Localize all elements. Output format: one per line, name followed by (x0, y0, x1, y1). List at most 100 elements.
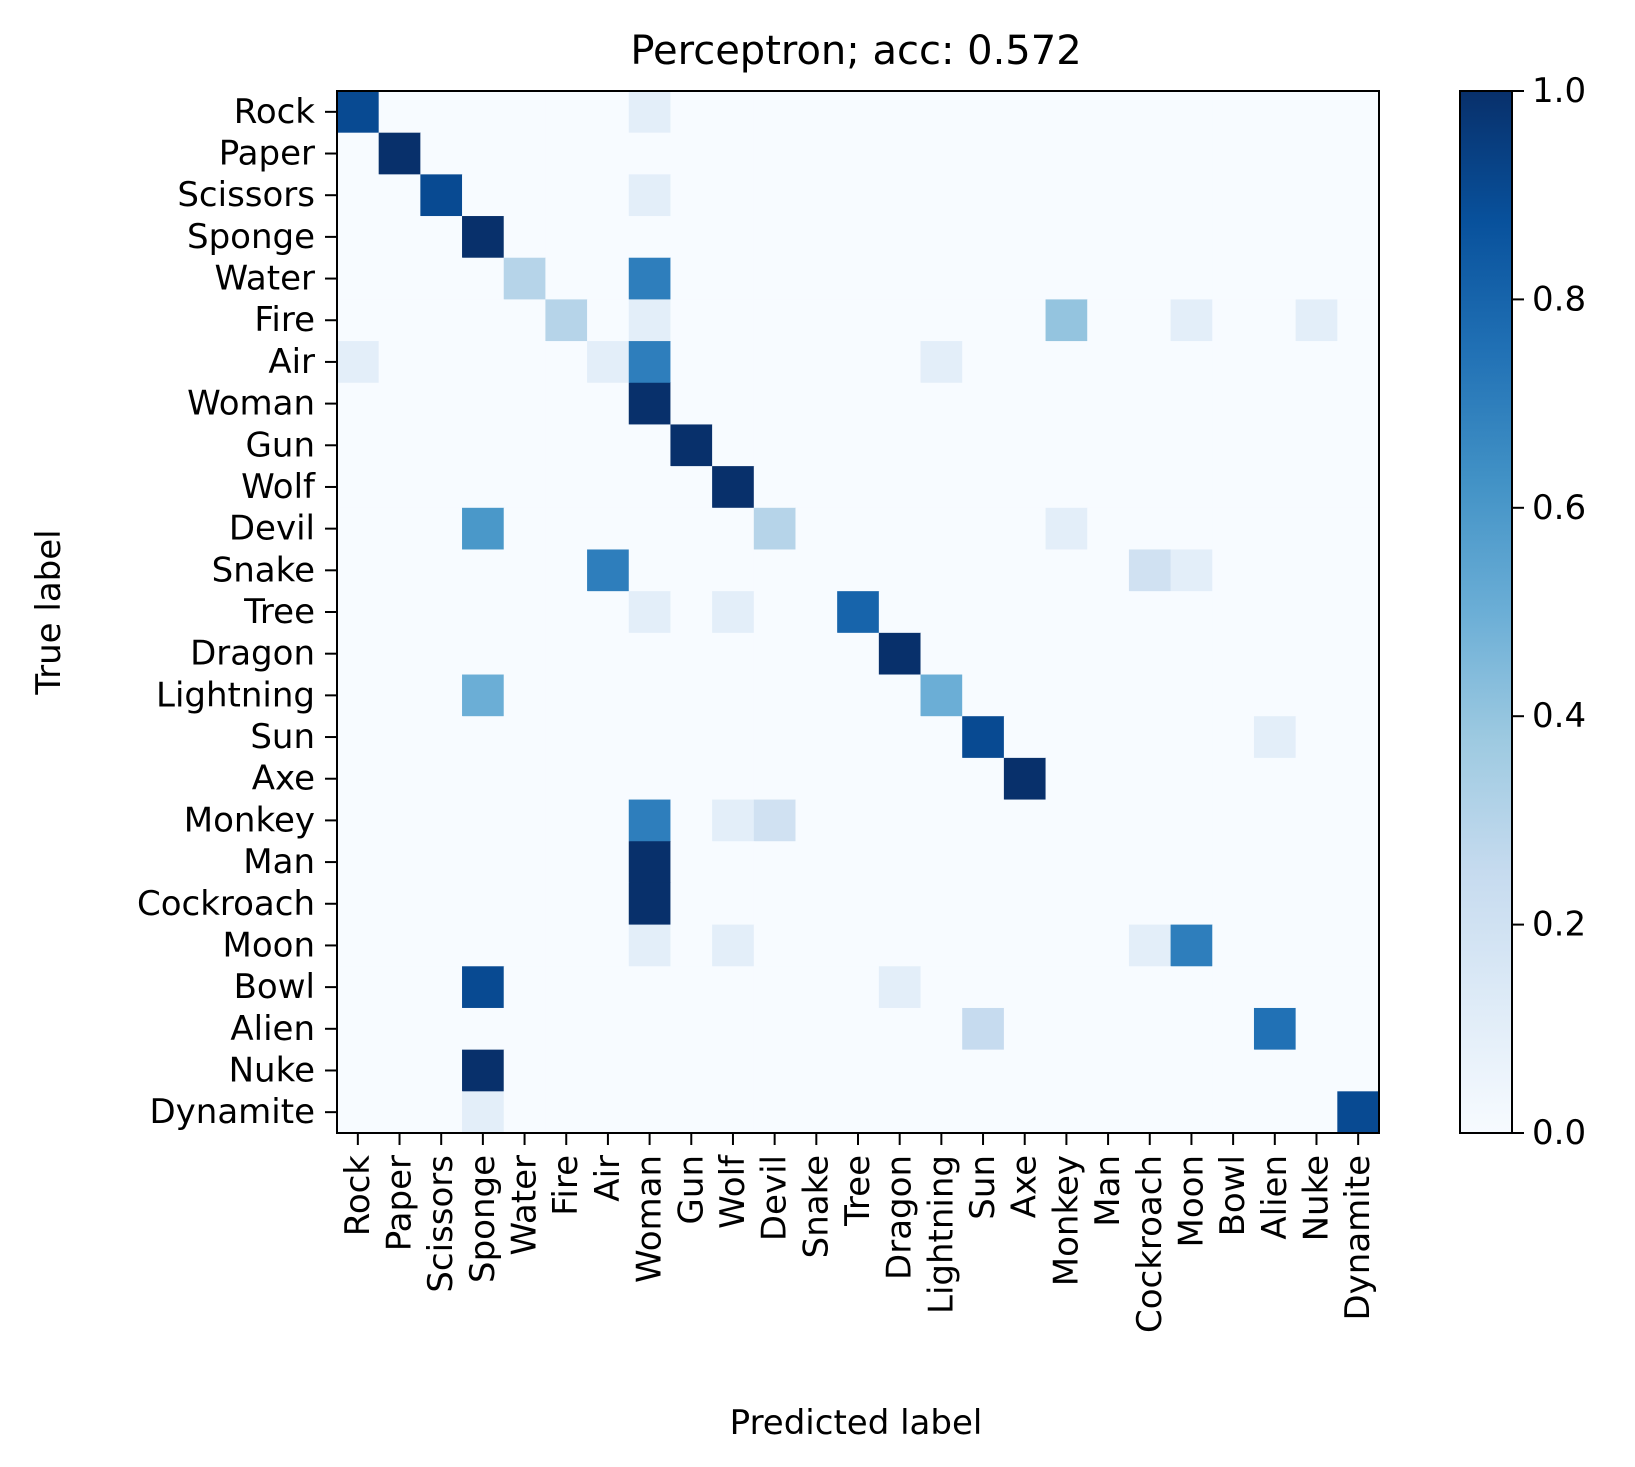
heatmap-cell (1003, 1007, 1047, 1051)
x-tick-label: Fire (546, 1155, 586, 1216)
heatmap-cell (1045, 132, 1088, 175)
heatmap-cell (420, 299, 463, 342)
heatmap-cell (753, 507, 797, 551)
heatmap-cell (545, 632, 588, 676)
x-tick-label: Dragon (880, 1155, 920, 1280)
heatmap-cell (337, 924, 380, 967)
heatmap-cell (795, 466, 838, 509)
heatmap-cell (1128, 632, 1172, 676)
heatmap-cell (378, 674, 421, 717)
heatmap-cell (962, 549, 1005, 592)
heatmap-cell (962, 174, 1005, 217)
heatmap-cell (1337, 549, 1380, 592)
heatmap-cell (1045, 549, 1088, 592)
heatmap-cell (337, 216, 380, 259)
heatmap-cell (753, 1049, 797, 1092)
heatmap-cell (1212, 1049, 1255, 1092)
heatmap-cell (920, 132, 963, 175)
heatmap-cell (1253, 924, 1297, 967)
heatmap-cell (1337, 1007, 1380, 1051)
heatmap-cell (753, 299, 797, 342)
heatmap-cell (1087, 632, 1130, 676)
y-tick-label: Dynamite (149, 1092, 315, 1132)
heatmap-cell (920, 882, 963, 926)
heatmap-cell (1087, 341, 1130, 384)
heatmap-cell (753, 549, 797, 592)
heatmap-cell (1003, 257, 1047, 300)
x-tick-label: Scissors (421, 1155, 461, 1293)
x-tick-label: Cockroach (1130, 1155, 1170, 1333)
heatmap-cell (1253, 91, 1297, 134)
heatmap-cell (1337, 507, 1380, 551)
heatmap-cell (1087, 966, 1130, 1009)
heatmap-cell (1337, 91, 1380, 134)
heatmap-cell (962, 716, 1005, 759)
heatmap-cell (378, 424, 421, 467)
heatmap-cell (587, 382, 630, 426)
heatmap-cell (378, 507, 421, 551)
heatmap-cell (1087, 507, 1130, 551)
heatmap-cell (837, 91, 880, 134)
heatmap-cell (462, 1007, 505, 1051)
heatmap-cell (628, 632, 672, 676)
heatmap-cell (587, 716, 630, 759)
heatmap-cell (462, 91, 505, 134)
heatmap-cell (1295, 674, 1338, 717)
heatmap-cell (1087, 882, 1130, 926)
heatmap-cell (878, 716, 922, 759)
heatmap-cell (878, 257, 922, 300)
heatmap-cell (1170, 1007, 1213, 1051)
heatmap-cell (337, 882, 380, 926)
colorbar-tick-label: 0.0 (1532, 1113, 1586, 1153)
heatmap-cell (1045, 299, 1088, 342)
heatmap-cell (1045, 1007, 1088, 1051)
heatmap-cell (420, 341, 463, 384)
heatmap-cell (503, 924, 546, 967)
heatmap-cell (1128, 674, 1172, 717)
heatmap-cell (1045, 507, 1088, 551)
heatmap-cell (920, 382, 963, 426)
heatmap-cell (1212, 757, 1255, 801)
heatmap-cell (1337, 632, 1380, 676)
heatmap-cell (837, 257, 880, 300)
y-tick-label: Wolf (241, 467, 316, 507)
heatmap-cell (1212, 1007, 1255, 1051)
heatmap-cell (503, 507, 546, 551)
heatmap-cell (337, 757, 380, 801)
heatmap-cell (753, 966, 797, 1009)
colorbar-tick-label: 0.4 (1532, 696, 1586, 736)
heatmap-cell (1295, 841, 1338, 884)
heatmap-cell (1295, 507, 1338, 551)
heatmap-cell (1212, 799, 1255, 842)
heatmap-cell (962, 91, 1005, 134)
heatmap-cell (712, 91, 755, 134)
heatmap-cell (462, 799, 505, 842)
heatmap-cell (337, 632, 380, 676)
heatmap-cell (545, 966, 588, 1009)
chart-title: Perceptron; acc: 0.572 (630, 28, 1081, 74)
heatmap-cell (1295, 882, 1338, 926)
x-tick-label: Rock (338, 1155, 378, 1237)
heatmap-cell (1337, 132, 1380, 175)
heatmap-cell (545, 591, 588, 634)
heatmap-cell (670, 257, 713, 300)
heatmap-cell (545, 882, 588, 926)
heatmap-cell (1212, 216, 1255, 259)
colorbar-ticks: 0.0 0.2 0.4 0.6 0.8 1.0 (1512, 71, 1586, 1153)
heatmap-cell (1337, 966, 1380, 1009)
heatmap-cell (503, 799, 546, 842)
heatmap-cell (920, 216, 963, 259)
heatmap-cell (378, 466, 421, 509)
heatmap-cell (503, 1091, 546, 1134)
heatmap-cell (753, 216, 797, 259)
heatmap-cell (670, 91, 713, 134)
heatmap-cell (712, 799, 755, 842)
heatmap-cell (628, 841, 672, 884)
heatmap-cell (1337, 1091, 1380, 1134)
heatmap-cell (628, 132, 672, 175)
heatmap-cell (337, 716, 380, 759)
heatmap-cell (1170, 132, 1213, 175)
heatmap-cell (878, 674, 922, 717)
x-tick-label: Nuke (1296, 1155, 1336, 1241)
heatmap-cell (1295, 549, 1338, 592)
